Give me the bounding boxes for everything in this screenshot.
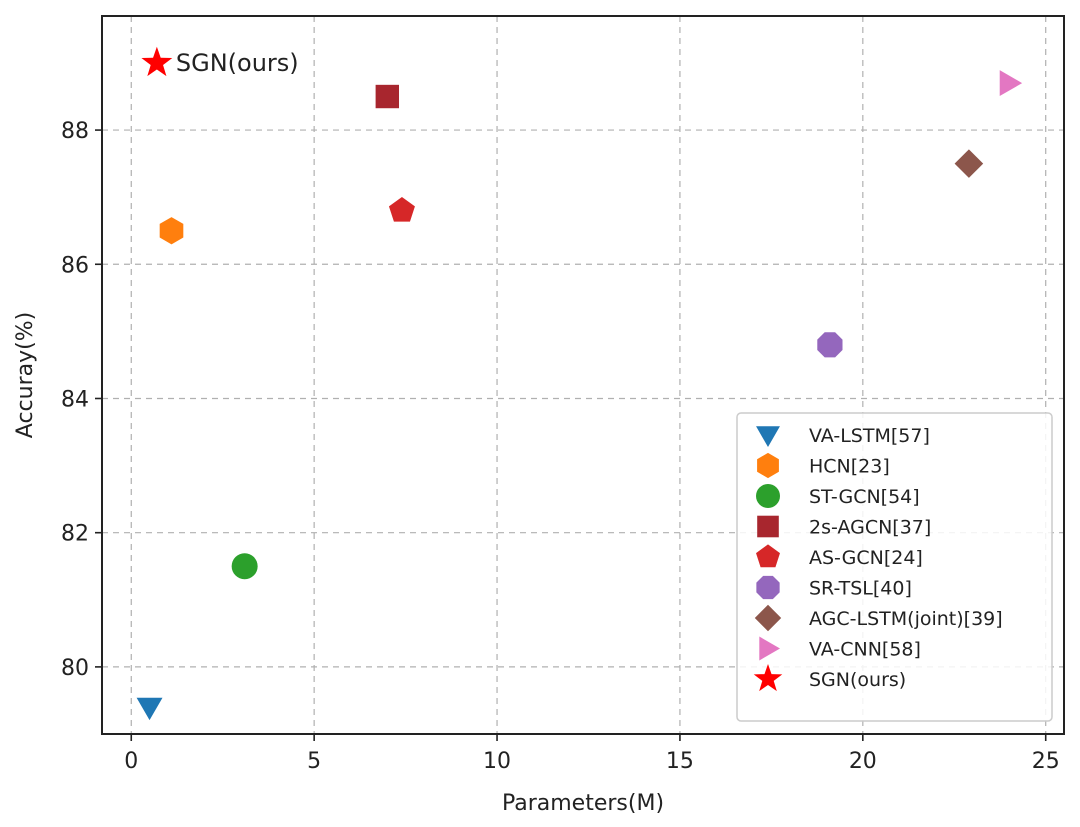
legend-marker	[759, 636, 780, 661]
axis-ticks: 0 5 10 15 20 25 80 82 84 86 88	[61, 119, 1060, 774]
point-sr-tsl-40	[817, 332, 843, 358]
y-tick-label: 86	[61, 253, 89, 278]
x-axis-label: Parameters(M)	[502, 791, 664, 816]
legend-entry-label: AS-GCN[24]	[809, 547, 923, 569]
x-tick-label: 0	[124, 749, 138, 774]
legend-marker	[757, 515, 779, 538]
legend-box	[736, 412, 1053, 722]
point-agc-lstm-joint-39	[954, 149, 984, 178]
data-points	[136, 46, 1023, 721]
y-axis-label: Accuray(%)	[13, 312, 38, 438]
legend-marker	[756, 575, 780, 600]
legend-entry-label: VA-CNN[58]	[809, 639, 921, 661]
point-va-lstm-57	[136, 697, 163, 721]
point-st-gcn-54	[231, 553, 258, 580]
point-annotation: SGN(ours)	[176, 49, 299, 77]
legend-entry-label: SR-TSL[40]	[809, 578, 912, 600]
legend-marker	[756, 544, 780, 568]
legend-marker	[756, 426, 780, 447]
legend-marker	[756, 484, 780, 508]
point-as-gcn-24	[388, 196, 415, 222]
legend-marker	[753, 664, 783, 692]
point-hcn-23	[159, 217, 184, 245]
y-tick-label: 82	[61, 522, 89, 547]
x-tick-label: 15	[666, 749, 694, 774]
x-tick-label: 25	[1032, 749, 1060, 774]
legend: VA-LSTM[57] HCN[23] ST-GCN[54] 2s-AGCN[37] A…	[736, 412, 1053, 722]
y-tick-label: 88	[61, 119, 89, 144]
point-va-cnn-58	[999, 70, 1023, 97]
legend-entry-label: AGC-LSTM(joint)[39]	[809, 608, 1003, 630]
x-tick-label: 10	[483, 749, 511, 774]
point-sgn-ours	[141, 46, 173, 77]
annotations: SGN(ours)	[176, 49, 299, 77]
legend-entry-label: 2s-AGCN[37]	[809, 517, 931, 539]
point-2s-agcn-37	[375, 84, 400, 109]
y-tick-label: 84	[61, 387, 89, 412]
legend-marker	[757, 452, 779, 479]
legend-entry-label: VA-LSTM[57]	[809, 425, 930, 447]
legend-entry-label: ST-GCN[54]	[809, 486, 920, 508]
plot-frame	[101, 15, 1065, 735]
legend-marker	[754, 604, 782, 632]
x-tick-label: 20	[849, 749, 877, 774]
y-tick-label: 80	[61, 656, 89, 681]
legend-entry-label: HCN[23]	[809, 456, 890, 478]
x-tick-label: 5	[307, 749, 321, 774]
legend-entry-label: SGN(ours)	[809, 669, 906, 691]
